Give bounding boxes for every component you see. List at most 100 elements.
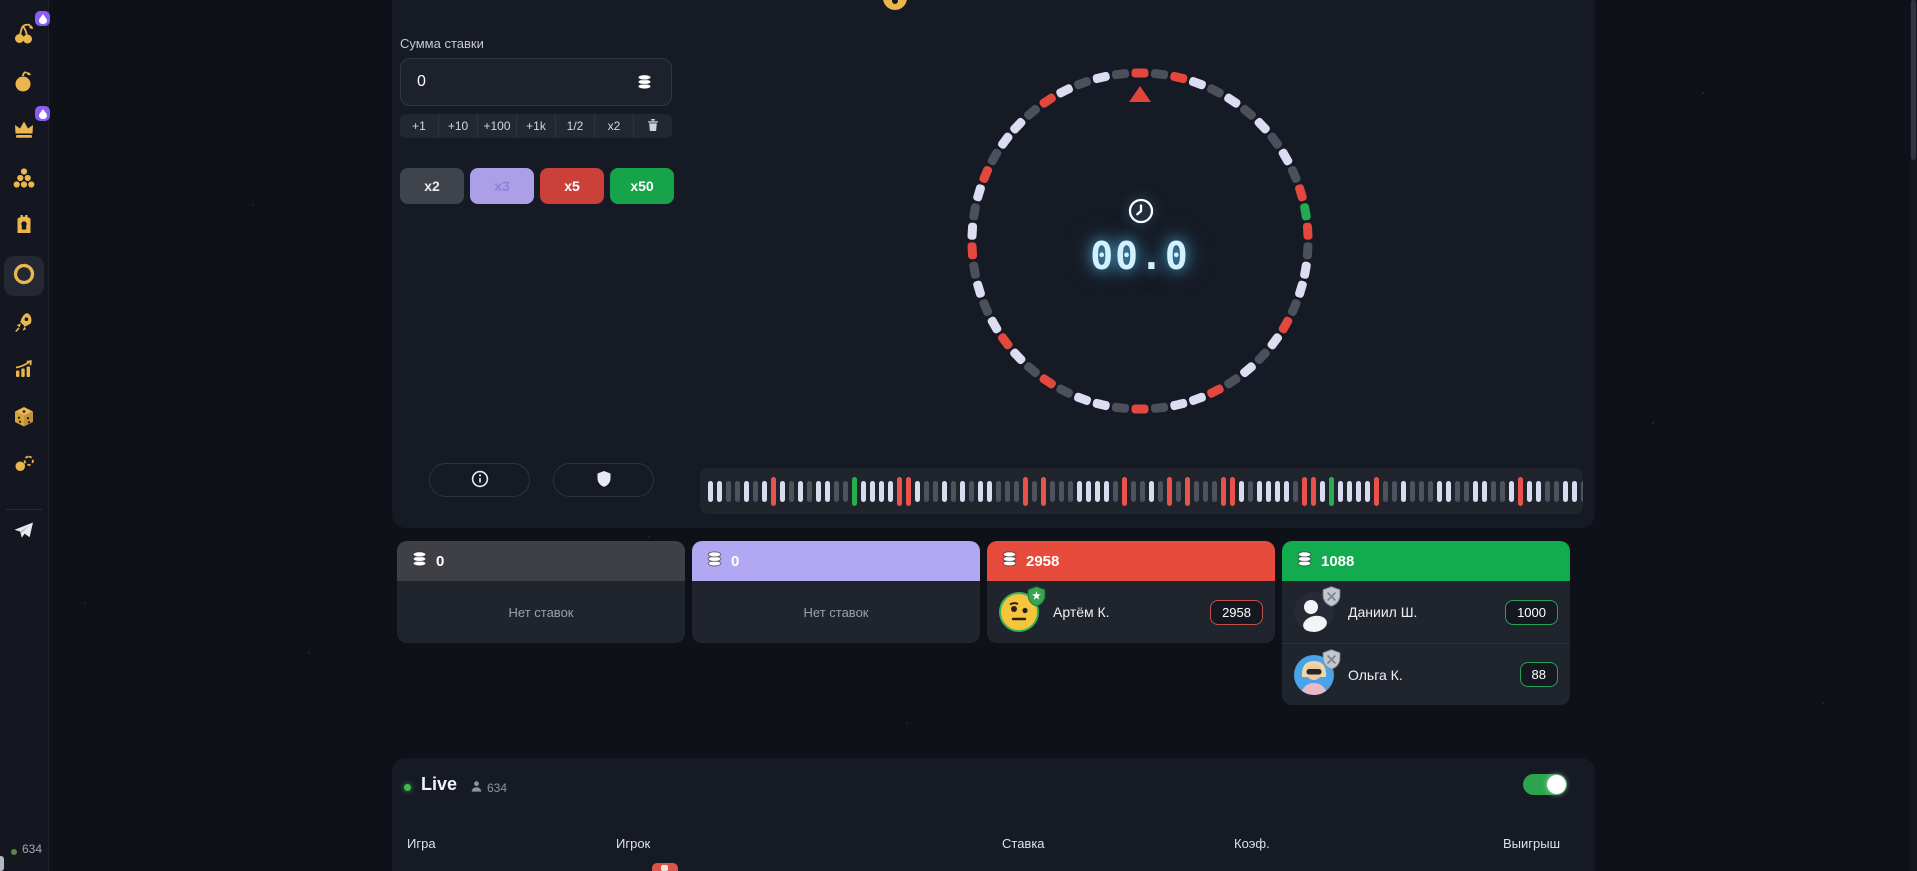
history-tick — [1509, 480, 1514, 502]
history-tick — [843, 480, 848, 502]
pool-header: 2958 — [987, 541, 1275, 581]
fairness-button[interactable] — [553, 463, 654, 497]
toggle-knob — [1547, 775, 1566, 794]
history-tick — [1491, 480, 1496, 502]
history-tick — [1185, 476, 1190, 506]
dice-icon — [12, 405, 36, 434]
quick-amount-1[interactable]: +1 — [400, 114, 439, 138]
bet-x50-button[interactable]: x50 — [610, 168, 674, 204]
history-tick — [1410, 480, 1415, 502]
history-tick — [1140, 480, 1145, 502]
sidebar-item-wheel[interactable] — [4, 256, 44, 296]
bet-pool-card-1: 0 Нет ставок — [397, 541, 685, 643]
quick-amount-100[interactable]: +100 — [478, 114, 517, 138]
sidebar-divider — [6, 509, 42, 510]
history-tick — [1032, 480, 1037, 502]
history-tick — [951, 480, 956, 502]
history-tick — [1086, 480, 1091, 502]
live-online-count: 634 — [470, 780, 507, 796]
wheel-ring — [952, 53, 1328, 434]
sidebar-item-dice[interactable] — [4, 399, 44, 439]
history-tick — [834, 480, 839, 502]
history-tick — [1464, 480, 1469, 502]
history-tick — [1455, 480, 1460, 502]
sidebar-item-trading[interactable] — [4, 351, 44, 391]
pool-player-row: Артём К. 2958 — [987, 581, 1275, 643]
bet-x2-button[interactable]: x2 — [400, 168, 464, 204]
live-toggle[interactable] — [1523, 774, 1567, 795]
history-tick — [1068, 480, 1073, 502]
clear-bet-button[interactable] — [634, 114, 672, 138]
history-tick — [789, 480, 794, 502]
pool-player-row: Даниил Ш. 1000 — [1282, 581, 1570, 643]
bet-x5-button[interactable]: x5 — [540, 168, 604, 204]
history-tick — [1428, 480, 1433, 502]
sidebar-item-coinflip[interactable] — [4, 446, 44, 486]
history-tick — [1293, 480, 1298, 502]
promo-badge — [35, 11, 50, 26]
history-tick — [1230, 476, 1235, 506]
player-bet-chip: 1000 — [1505, 599, 1558, 625]
left-scroll-nub — [0, 856, 4, 871]
promo-badge — [35, 106, 50, 121]
sidebar-item-fruit[interactable] — [4, 64, 44, 104]
fruit-icon — [12, 70, 36, 99]
history-tick — [1446, 480, 1451, 502]
history-tick — [1005, 480, 1010, 502]
avatar — [1294, 648, 1341, 695]
history-tick — [1437, 480, 1442, 502]
live-row-avatar-partial — [652, 863, 678, 871]
history-tick — [915, 480, 920, 502]
sidebar-item-crown[interactable] — [4, 106, 50, 151]
pool-total: 1088 — [1321, 552, 1355, 570]
history-tick — [1473, 480, 1478, 502]
history-tick — [1527, 480, 1532, 502]
no-bets-label: Нет ставок — [803, 604, 869, 620]
history-tick — [1248, 480, 1253, 502]
sidebar-item-rocket[interactable] — [4, 304, 44, 344]
sidebar-item-slots[interactable] — [4, 11, 50, 56]
results-history-strip — [700, 468, 1583, 514]
history-tick — [753, 480, 758, 502]
bet-x3-button[interactable]: x3 — [470, 168, 534, 204]
bet-pool-card-4: 1088 Даниил Ш. 1000 Ольга К. 88 — [1282, 541, 1570, 705]
quick-amount-1k[interactable]: +1k — [517, 114, 556, 138]
quick-amount-10[interactable]: +10 — [439, 114, 478, 138]
history-tick — [798, 480, 803, 502]
history-tick — [1419, 480, 1424, 502]
history-tick — [1113, 480, 1118, 502]
quick-amount-12[interactable]: 1/2 — [556, 114, 595, 138]
live-title: Live — [421, 774, 458, 794]
history-tick — [1581, 480, 1583, 502]
shield-badge-icon — [1322, 586, 1341, 612]
history-tick — [1320, 480, 1325, 502]
column-header-4: Коэф. — [1234, 836, 1270, 851]
history-tick — [825, 480, 830, 502]
coins-pyramid-icon — [12, 166, 36, 195]
history-tick — [1158, 480, 1163, 502]
bet-pool-card-3: 2958 Артём К. 2958 — [987, 541, 1275, 643]
quick-amount-x2[interactable]: x2 — [595, 114, 634, 138]
history-tick — [744, 480, 749, 502]
sidebar-item-coins[interactable] — [4, 160, 44, 200]
bet-amount-label: Сумма ставки — [400, 36, 484, 51]
bet-amount-input[interactable] — [400, 58, 672, 106]
info-button[interactable] — [429, 463, 530, 497]
quick-amount-row: +1 +10 +100 +1k 1/2 x2 — [400, 114, 672, 138]
rocket-icon — [12, 310, 36, 339]
history-tick — [1194, 480, 1199, 502]
scrollbar-thumb[interactable] — [1911, 0, 1916, 160]
sidebar-item-tower[interactable] — [4, 206, 44, 246]
pool-total: 0 — [436, 552, 445, 570]
shield-badge-icon — [1322, 648, 1341, 675]
pool-header: 1088 — [1282, 541, 1570, 581]
sidebar-item-telegram[interactable] — [4, 513, 44, 553]
history-tick — [807, 480, 812, 502]
history-tick — [1149, 480, 1154, 502]
coinflip-icon — [12, 452, 36, 481]
sidebar — [0, 0, 50, 871]
history-tick — [1266, 480, 1271, 502]
history-tick — [762, 480, 767, 502]
history-tick — [870, 480, 875, 502]
